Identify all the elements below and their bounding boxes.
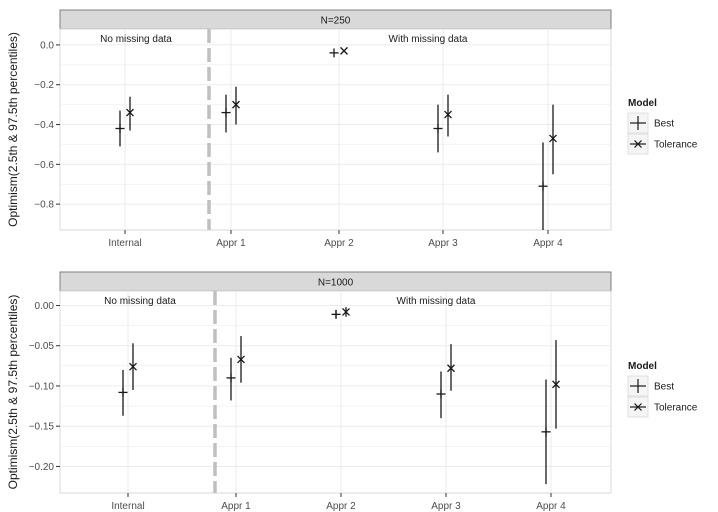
legend-title: Model: [628, 98, 657, 109]
legend-key-x: [634, 403, 642, 411]
x-tick-label: Appr 4: [533, 238, 563, 249]
facet-title: N=250: [321, 16, 351, 27]
facet-panel-1: N=250 −0.8 −0.6 −0.4 −0.2 0.0 Internal Appr 1 Ap…: [6, 9, 612, 249]
point-tolerance-internal: [129, 343, 137, 390]
facet-title: N=1000: [318, 278, 354, 289]
legend-label-best: Best: [654, 119, 674, 130]
x-tick-label: Appr 3: [428, 238, 458, 249]
y-axis-label: Optimism(2.5th & 97.5th percentiles): [6, 32, 20, 227]
marker-x: [444, 110, 452, 119]
x-tick-label: Appr 2: [326, 501, 356, 512]
x-tick-label: Appr 2: [324, 238, 354, 249]
marker-x: [237, 355, 245, 364]
point-tolerance-appr-1: [237, 336, 245, 383]
point-tolerance-appr-1: [232, 86, 240, 125]
legend-label-tolerance: Tolerance: [654, 403, 698, 414]
y-tick-label: −0.4: [34, 120, 54, 131]
point-tolerance-appr-2: [340, 46, 348, 55]
marker-x: [342, 307, 350, 316]
y-tick-label: 0.00: [35, 301, 55, 312]
legend-2: Model Best Tolerance: [627, 361, 698, 418]
marker-x: [232, 100, 240, 109]
point-best-appr-4: [541, 379, 551, 485]
point-best-appr-3: [436, 371, 446, 419]
legend-title: Model: [628, 361, 657, 372]
x-tick-label: Appr 1: [221, 501, 251, 512]
plot-area: [59, 28, 612, 231]
y-tick-label: −0.10: [29, 381, 55, 392]
legend-label-tolerance: Tolerance: [654, 140, 698, 151]
y-tick-label: 0.0: [40, 40, 54, 51]
point-best-internal: [115, 110, 125, 147]
x-tick-label: Appr 1: [216, 238, 246, 249]
point-tolerance-appr-3: [447, 344, 455, 391]
point-tolerance-internal: [126, 96, 134, 131]
point-best-internal: [118, 369, 128, 416]
y-axis-label: Optimism(2.5th & 97.5th percentiles): [6, 295, 20, 490]
x-tick-label: Appr 4: [536, 501, 566, 512]
annotation-with-missing: With missing data: [397, 296, 476, 307]
y-tick-label: −0.6: [34, 160, 54, 171]
y-tick-label: −0.2: [34, 80, 54, 91]
point-best-appr-2: [329, 48, 339, 58]
marker-x: [129, 362, 137, 371]
point-best-appr-4: [538, 142, 548, 230]
marker-x: [447, 364, 455, 373]
annotation-no-missing: No missing data: [100, 34, 172, 45]
point-tolerance-appr-4: [549, 104, 557, 175]
annotation-no-missing: No missing data: [104, 296, 176, 307]
facet-panel-2: N=1000 −0.20 −0.15 −0.10 −0.05 0.00 Internal Ap…: [6, 271, 612, 512]
legend-key-x: [634, 140, 642, 148]
point-best-appr-3: [433, 104, 443, 153]
y-tick-label: −0.20: [29, 462, 55, 473]
plot-area: [59, 290, 612, 494]
marker-x: [549, 134, 557, 143]
x-tick-label: Internal: [108, 238, 141, 249]
point-tolerance-appr-4: [552, 340, 560, 429]
marker-x: [126, 108, 134, 117]
y-tick-label: −0.8: [34, 200, 54, 211]
point-best-appr-1: [221, 94, 231, 133]
point-best-appr-1: [226, 357, 236, 401]
marker-x: [552, 380, 560, 389]
legend-label-best: Best: [654, 382, 674, 393]
x-tick-label: Appr 3: [431, 501, 461, 512]
x-tick-label: Internal: [111, 501, 144, 512]
point-tolerance-appr-2: [342, 307, 350, 317]
legend-1: Model Best Tolerance: [627, 98, 698, 155]
y-tick-label: −0.15: [29, 422, 55, 433]
point-tolerance-appr-3: [444, 94, 452, 137]
annotation-with-missing: With missing data: [389, 34, 468, 45]
y-tick-label: −0.05: [29, 341, 55, 352]
point-best-appr-2: [331, 309, 341, 319]
marker-x: [340, 46, 348, 55]
